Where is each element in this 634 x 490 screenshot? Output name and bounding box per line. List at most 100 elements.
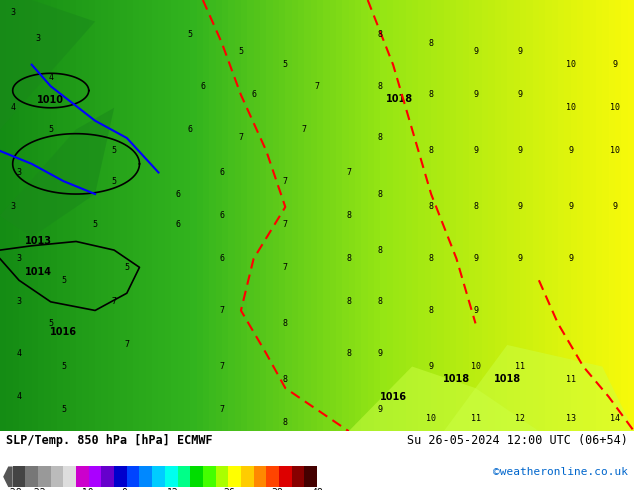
Text: 7: 7 [112, 297, 117, 306]
Text: 3: 3 [36, 34, 41, 43]
Text: 5: 5 [112, 147, 117, 155]
Text: 8: 8 [473, 202, 478, 212]
Text: 8: 8 [346, 297, 351, 306]
Text: SLP/Temp. 850 hPa [hPa] ECMWF: SLP/Temp. 850 hPa [hPa] ECMWF [6, 434, 213, 447]
Bar [114, 466, 127, 487]
Text: 9: 9 [473, 47, 478, 56]
Text: 9: 9 [568, 147, 573, 155]
Text: 9: 9 [612, 202, 618, 212]
Text: 8: 8 [283, 319, 288, 328]
Bar [127, 466, 139, 487]
Text: 7: 7 [124, 341, 129, 349]
Text: 9: 9 [517, 147, 522, 155]
Text: 7: 7 [283, 176, 288, 186]
Text: 5: 5 [283, 60, 288, 69]
Text: 8: 8 [283, 418, 288, 427]
Text: 3: 3 [16, 168, 22, 177]
Text: 7: 7 [219, 405, 224, 414]
Bar [216, 466, 228, 487]
Text: 4: 4 [10, 103, 15, 112]
Bar [152, 466, 165, 487]
Text: 8: 8 [346, 254, 351, 263]
Text: 9: 9 [612, 60, 618, 69]
Text: -28: -28 [4, 488, 22, 490]
Text: 5: 5 [61, 362, 66, 371]
Text: 8: 8 [378, 190, 383, 198]
Text: 9: 9 [378, 405, 383, 414]
Text: 9: 9 [517, 254, 522, 263]
Text: 7: 7 [283, 220, 288, 229]
Text: 8: 8 [429, 202, 434, 212]
Text: 8: 8 [378, 297, 383, 306]
Text: ©weatheronline.co.uk: ©weatheronline.co.uk [493, 467, 628, 477]
Text: 5: 5 [112, 176, 117, 186]
Polygon shape [444, 345, 634, 431]
Text: 6: 6 [219, 168, 224, 177]
Text: 13: 13 [566, 414, 576, 423]
Text: 11: 11 [515, 362, 525, 371]
Text: 1018: 1018 [386, 94, 413, 104]
Text: 10: 10 [470, 362, 481, 371]
Text: 7: 7 [283, 263, 288, 272]
Text: 8: 8 [429, 254, 434, 263]
Text: 6: 6 [219, 254, 224, 263]
Bar [165, 466, 178, 487]
Text: 1010: 1010 [37, 95, 64, 105]
Text: 7: 7 [346, 168, 351, 177]
Polygon shape [0, 0, 95, 129]
Text: 8: 8 [429, 39, 434, 48]
Text: 9: 9 [517, 202, 522, 212]
Text: 11: 11 [470, 414, 481, 423]
Text: 1018: 1018 [443, 374, 470, 385]
Text: 7: 7 [238, 133, 243, 143]
Text: 3: 3 [10, 8, 15, 18]
Text: 8: 8 [378, 245, 383, 255]
Bar [51, 466, 63, 487]
Text: 14: 14 [610, 414, 620, 423]
Bar [279, 466, 292, 487]
Text: 1016: 1016 [50, 327, 77, 337]
Bar [25, 466, 38, 487]
Bar [203, 466, 216, 487]
Bar [101, 466, 114, 487]
Text: 6: 6 [200, 82, 205, 91]
Text: 6: 6 [251, 90, 256, 99]
Text: 8: 8 [346, 211, 351, 220]
Text: 6: 6 [175, 220, 180, 229]
Text: 38: 38 [271, 488, 283, 490]
Text: 5: 5 [61, 276, 66, 285]
Bar [139, 466, 152, 487]
Text: 9: 9 [378, 349, 383, 358]
Text: 12: 12 [515, 414, 525, 423]
Text: 7: 7 [219, 306, 224, 315]
Text: 0: 0 [122, 488, 127, 490]
Text: 1014: 1014 [25, 267, 53, 277]
Bar [89, 466, 101, 487]
Text: 48: 48 [311, 488, 323, 490]
Bar [76, 466, 89, 487]
Text: 8: 8 [429, 147, 434, 155]
Text: -10: -10 [76, 488, 94, 490]
Text: 4: 4 [16, 349, 22, 358]
Text: 1018: 1018 [494, 374, 521, 385]
Text: 8: 8 [346, 349, 351, 358]
Text: 9: 9 [517, 47, 522, 56]
Polygon shape [0, 108, 114, 237]
Bar [178, 466, 190, 487]
Bar [241, 466, 254, 487]
Text: 9: 9 [429, 362, 434, 371]
Text: 6: 6 [219, 211, 224, 220]
Text: 10: 10 [610, 147, 620, 155]
Text: 3: 3 [16, 254, 22, 263]
Text: 4: 4 [48, 73, 53, 82]
Text: 10: 10 [566, 60, 576, 69]
Text: 5: 5 [188, 30, 193, 39]
Bar [254, 466, 266, 487]
Text: 8: 8 [378, 133, 383, 143]
Bar [63, 466, 76, 487]
Text: Su 26-05-2024 12:00 UTC (06+54): Su 26-05-2024 12:00 UTC (06+54) [407, 434, 628, 447]
Text: 9: 9 [568, 202, 573, 212]
Text: 3: 3 [16, 297, 22, 306]
Text: 9: 9 [473, 306, 478, 315]
Text: 9: 9 [473, 147, 478, 155]
